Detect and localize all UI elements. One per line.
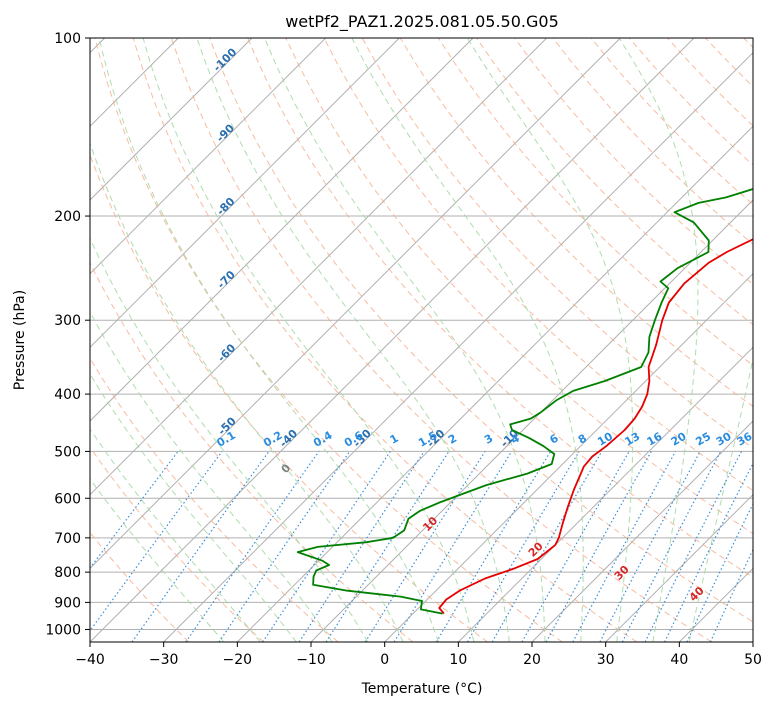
dry-adiabat-line	[247, 38, 753, 578]
x-tick-label: 50	[744, 652, 762, 668]
isotherm-line	[90, 38, 695, 642]
x-tick-label: 40	[670, 652, 688, 668]
x-tick-label: 20	[523, 652, 541, 668]
mixing-ratio-line	[664, 462, 753, 642]
mixing-ratio-line	[644, 451, 743, 642]
x-tick-label: −30	[149, 652, 179, 668]
mixing-ratio-line	[545, 451, 652, 642]
pressure-gridlines	[90, 38, 753, 630]
y-tick-label: 800	[54, 565, 81, 581]
mixing-ratio-lines	[90, 451, 753, 642]
isotherm-line	[236, 125, 753, 642]
moist-adiabat-line	[90, 141, 404, 642]
moist-adiabat-line	[264, 38, 546, 642]
y-axis-ticks: 100 200 300 400 500 600 700 800 900 1000	[45, 31, 90, 638]
moist-adiabat-line	[196, 38, 510, 642]
profile-series	[296, 187, 753, 615]
y-tick-label: 700	[54, 531, 81, 547]
y-tick-label: 100	[54, 31, 81, 47]
dewpoint-profile-line	[296, 187, 753, 615]
moist-adiabat-line	[98, 38, 439, 642]
plot-frame	[89, 37, 754, 643]
moist-adiabats	[90, 38, 753, 642]
isotherm-line	[90, 38, 400, 349]
dry-adiabat-line	[476, 38, 753, 326]
dry-adiabat-line	[90, 261, 414, 642]
x-tick-label: 30	[597, 652, 615, 668]
moist-adiabat-line	[90, 373, 297, 642]
mixing-ratio-line	[621, 451, 722, 642]
dry-adiabat-line	[94, 38, 563, 642]
x-tick-label: 10	[449, 652, 467, 668]
mixing-ratio-label: 36	[735, 430, 755, 449]
isotherm-line	[90, 38, 253, 201]
y-tick-label: 1000	[45, 622, 81, 638]
isotherm-line	[384, 272, 753, 642]
dry-adiabats	[90, 38, 753, 642]
x-axis-label: Temperature (°C)	[361, 681, 483, 697]
moist-adiabat-line	[90, 311, 333, 642]
dry-adiabat-line	[170, 38, 712, 642]
x-tick-label: −10	[296, 652, 326, 668]
mixing-ratio-line	[131, 451, 270, 642]
mixing-ratio-line	[262, 451, 391, 642]
dry-adiabat-line	[514, 38, 753, 285]
y-tick-label: 600	[54, 491, 81, 507]
mixing-ratio-line	[521, 451, 630, 642]
mixing-ratio-line	[90, 451, 223, 632]
mixing-ratio-line	[185, 451, 320, 642]
moist-adiabat-line	[142, 38, 475, 642]
mixing-ratio-line	[393, 451, 513, 642]
y-tick-label: 200	[54, 209, 81, 225]
moist-adiabat-line	[90, 427, 261, 642]
x-tick-label: −40	[75, 652, 105, 668]
isotherm-line	[605, 493, 753, 642]
isotherm-line	[531, 420, 753, 642]
dry-adiabat-line	[90, 357, 339, 642]
dry-adiabat-line	[209, 38, 753, 623]
dry-adiabat-line	[323, 38, 753, 492]
x-axis-ticks: −40 −30 −20 −10 0 10 20 30 40 50	[75, 642, 762, 668]
skewed-isotherms	[90, 38, 753, 642]
isotherm-line	[90, 38, 327, 275]
mixing-ratio-line	[218, 451, 351, 642]
isotherm-line	[90, 38, 621, 570]
dry-adiabat-line	[90, 446, 264, 642]
chart-title: wetPf2_PAZ1.2025.081.05.50.G05	[285, 12, 559, 32]
y-axis-label: Pressure (hPa)	[12, 290, 28, 390]
moist-adiabat-line	[351, 38, 584, 642]
dry-adiabat-line	[132, 38, 638, 642]
x-tick-label: −20	[223, 652, 253, 668]
temperature-profile-line	[438, 238, 753, 615]
moist-adiabat-line	[688, 356, 753, 642]
y-tick-label: 900	[54, 595, 81, 611]
mixing-ratio-line	[90, 451, 179, 569]
y-tick-label: 300	[54, 313, 81, 329]
moist-adiabat-line	[90, 478, 225, 642]
mixing-ratio-line	[325, 451, 450, 642]
y-tick-label: 400	[54, 387, 81, 403]
dry-adiabat-line	[285, 38, 753, 535]
isotherm-line	[90, 38, 548, 496]
moist-adiabat-line	[90, 237, 369, 642]
moist-adiabat-line	[618, 38, 699, 642]
mixing-ratio-line	[298, 451, 425, 642]
y-tick-label: 500	[54, 444, 81, 460]
x-tick-label: 0	[380, 652, 389, 668]
isotherm-line	[163, 51, 753, 642]
plot-area: -100-90-80-70-60-50-40 -30 -20 -100.1 0.2 0.4…	[90, 38, 755, 642]
isotherm-line	[457, 346, 753, 642]
mixing-ratio-line	[572, 451, 677, 642]
isotherm-line	[90, 38, 474, 422]
